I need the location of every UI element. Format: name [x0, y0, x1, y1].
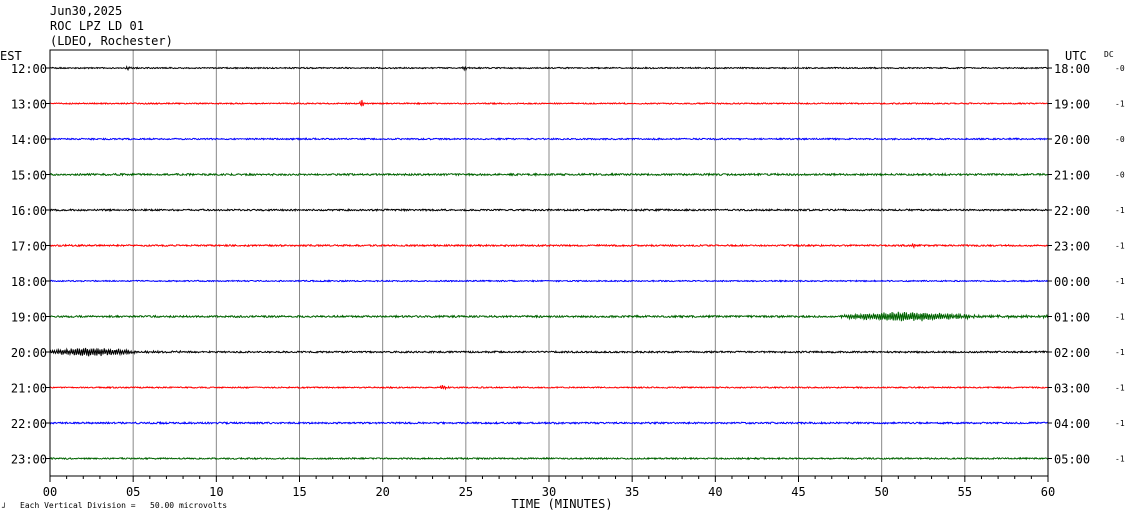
est-hour-label: 21:00 [11, 382, 47, 396]
x-tick-label: 00 [43, 485, 57, 499]
scale-mark: ┘ [1, 502, 7, 512]
x-axis-title: TIME (MINUTES) [511, 497, 612, 511]
est-hour-label: 13:00 [11, 98, 47, 112]
x-tick-label: 15 [292, 485, 306, 499]
est-hour-label: 23:00 [11, 453, 47, 467]
utc-hour-label: 02:00 [1054, 346, 1090, 360]
est-hour-labels: 12:00 13:00 14:00 15:00 16:00 17:00 18:00 19:00… [11, 62, 50, 467]
dc-offset-value: -1 [1115, 100, 1125, 109]
dc-offset-value: -1 [1115, 313, 1125, 322]
dc-offset-header: DC [1104, 50, 1114, 59]
x-tick-label: 05 [126, 485, 140, 499]
trace-line [49, 384, 1049, 391]
est-hour-label: 16:00 [11, 204, 47, 218]
right-axis-timezone-label: UTC [1065, 49, 1087, 63]
trace-line [49, 65, 1049, 72]
est-hour-label: 20:00 [11, 346, 47, 360]
dc-offset-value: -0 [1115, 135, 1125, 144]
utc-hour-label: 18:00 [1054, 62, 1090, 76]
chart-header: Jun30,2025 ROC LPZ LD 01 (LDEO, Rocheste… [50, 4, 173, 48]
utc-hour-label: 22:00 [1054, 204, 1090, 218]
utc-hour-label: 21:00 [1054, 169, 1090, 183]
scale-note: Each Vertical Division = 50.00 microvolt… [20, 501, 227, 510]
utc-hour-label: 20:00 [1054, 133, 1090, 147]
trace-line [49, 137, 1049, 141]
trace-line [49, 172, 1049, 177]
utc-hour-label: 04:00 [1054, 417, 1090, 431]
x-tick-label: 30 [542, 485, 556, 499]
x-tick-label: 25 [459, 485, 473, 499]
x-tick-label: 45 [791, 485, 805, 499]
trace-line [49, 207, 1049, 213]
est-hour-label: 14:00 [11, 133, 47, 147]
trace-line [49, 347, 1049, 357]
seismic-traces [49, 65, 1049, 461]
utc-hour-labels: 18:00 19:00 20:00 21:00 22:00 23:00 00:00 01:00… [1048, 62, 1090, 467]
x-tick-label: 10 [209, 485, 223, 499]
utc-hour-label: 00:00 [1054, 275, 1090, 289]
chart-date: Jun30,2025 [50, 4, 122, 18]
plot-frame [49, 49, 1049, 477]
x-tick-label: 20 [375, 485, 389, 499]
est-hour-label: 12:00 [11, 62, 47, 76]
dc-offset-value: -0 [1115, 171, 1125, 180]
station-network: (LDEO, Rochester) [50, 34, 173, 48]
dc-offset-labels: -0 -1 -0 -0 -1 -1 -1 -1 -1 -1 -1 -1 [1115, 64, 1125, 464]
x-tick-label: 50 [874, 485, 888, 499]
est-hour-label: 17:00 [11, 240, 47, 254]
est-hour-label: 19:00 [11, 311, 47, 325]
utc-hour-label: 19:00 [1054, 98, 1090, 112]
dc-offset-value: -1 [1115, 348, 1125, 357]
left-axis-timezone-label: EST [0, 49, 22, 63]
trace-line [49, 420, 1049, 426]
x-axis-ticks: 00 05 10 15 20 25 30 35 40 45 50 55 60 [43, 476, 1055, 499]
x-tick-label: 40 [708, 485, 722, 499]
trace-line [50, 99, 1049, 107]
utc-hour-label: 05:00 [1054, 453, 1090, 467]
dc-offset-value: -0 [1115, 64, 1125, 73]
dc-offset-value: -1 [1115, 277, 1125, 286]
dc-offset-value: -1 [1115, 455, 1125, 464]
trace-line [49, 279, 1048, 283]
dc-offset-value: -1 [1115, 419, 1125, 428]
x-tick-label: 60 [1041, 485, 1055, 499]
est-hour-label: 22:00 [11, 417, 47, 431]
est-hour-label: 15:00 [11, 169, 47, 183]
est-hour-label: 18:00 [11, 275, 47, 289]
vertical-gridlines [132, 50, 966, 476]
dc-offset-value: -1 [1115, 206, 1125, 215]
x-tick-label: 35 [625, 485, 639, 499]
utc-hour-label: 01:00 [1054, 311, 1090, 325]
dc-offset-value: -1 [1115, 242, 1125, 251]
dc-offset-value: -1 [1115, 384, 1125, 393]
trace-line [49, 243, 1049, 249]
utc-hour-label: 23:00 [1054, 240, 1090, 254]
trace-line [49, 311, 1049, 322]
utc-hour-label: 03:00 [1054, 382, 1090, 396]
trace-line [49, 456, 1049, 461]
station-code: ROC LPZ LD 01 [50, 19, 144, 33]
x-tick-label: 55 [958, 485, 972, 499]
